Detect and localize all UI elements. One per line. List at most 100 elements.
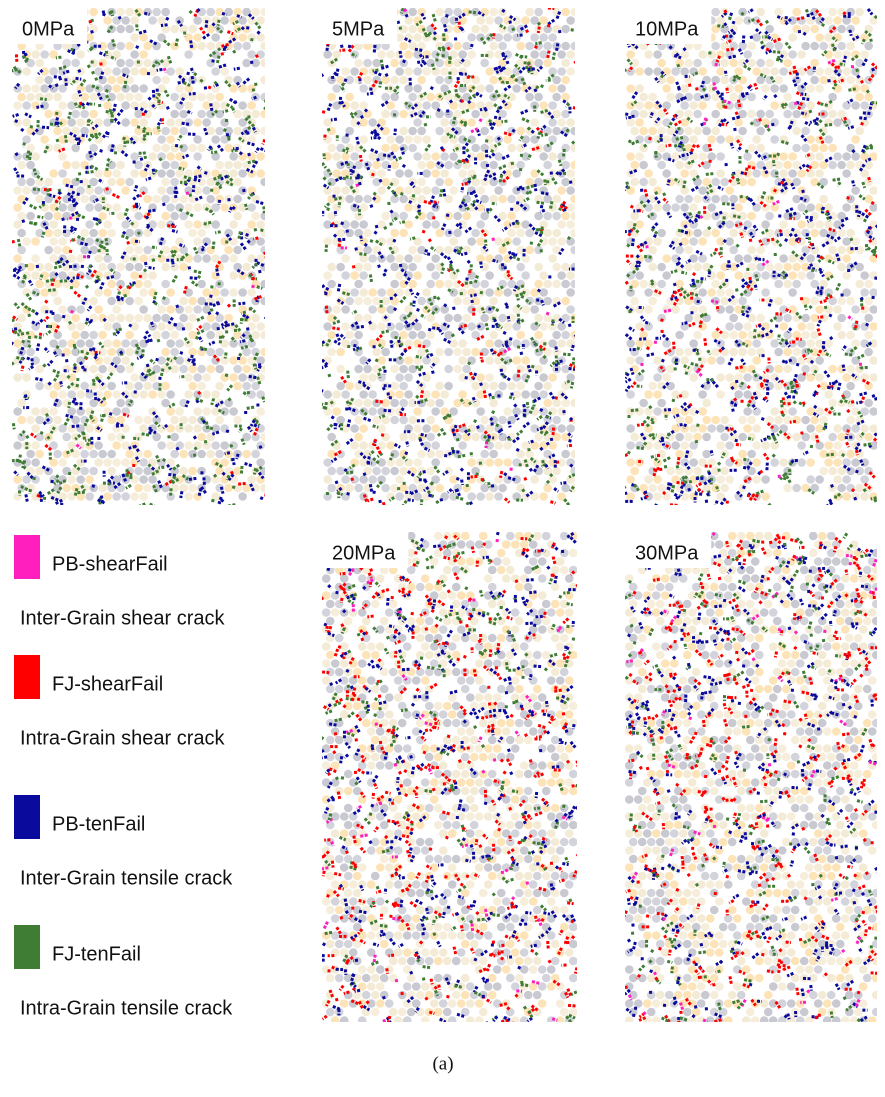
grain <box>756 127 765 136</box>
crack <box>486 323 487 330</box>
crack <box>223 111 228 112</box>
grain <box>534 212 543 221</box>
grain <box>734 254 743 263</box>
crack <box>338 284 340 292</box>
crack <box>465 228 471 232</box>
crack <box>211 500 214 501</box>
grain <box>539 271 548 280</box>
grain <box>828 365 837 374</box>
crack <box>431 247 435 250</box>
grain <box>175 169 184 178</box>
grain <box>197 365 206 374</box>
grain <box>53 93 62 102</box>
crack <box>414 301 415 307</box>
grain <box>626 84 635 93</box>
grain <box>729 314 738 323</box>
grain <box>431 220 440 229</box>
crack <box>40 275 42 280</box>
grain <box>833 322 842 331</box>
crack <box>150 360 154 364</box>
crack <box>7 320 14 323</box>
crack <box>550 474 552 477</box>
grain <box>404 67 413 76</box>
crack <box>238 483 246 484</box>
grain <box>689 237 698 246</box>
grain <box>112 492 121 501</box>
crack <box>448 257 452 264</box>
grain <box>157 441 166 450</box>
grain <box>71 331 80 340</box>
grain <box>489 42 498 51</box>
grain <box>345 178 354 187</box>
grain <box>485 492 494 501</box>
grain <box>417 297 426 306</box>
grain <box>833 475 842 484</box>
crack <box>90 20 91 25</box>
grain <box>399 416 408 425</box>
grain <box>471 229 480 238</box>
grain <box>80 110 89 119</box>
crack <box>329 183 331 186</box>
grain <box>539 288 548 297</box>
grain <box>404 339 413 348</box>
grain <box>855 93 864 102</box>
grain <box>143 416 152 425</box>
grain <box>648 484 657 493</box>
grain <box>260 42 269 51</box>
grain <box>229 407 238 416</box>
grain <box>116 76 125 85</box>
grain <box>639 280 648 289</box>
grain <box>752 475 761 484</box>
crack <box>138 232 141 234</box>
crack <box>23 220 24 223</box>
crack <box>181 491 182 498</box>
crack <box>395 129 396 136</box>
grain <box>476 407 485 416</box>
grain <box>413 186 422 195</box>
grain <box>512 390 521 399</box>
grain <box>422 288 431 297</box>
grain <box>851 152 860 161</box>
grain <box>837 25 846 34</box>
grain <box>729 246 738 255</box>
crack <box>146 225 149 226</box>
grain <box>756 76 765 85</box>
grain <box>377 322 386 331</box>
crack <box>164 40 170 45</box>
grain <box>543 59 552 68</box>
grain <box>824 458 833 467</box>
crack <box>358 176 359 179</box>
crack <box>389 224 392 225</box>
crack <box>400 193 403 194</box>
grain <box>815 305 824 314</box>
grain <box>738 433 747 442</box>
grain <box>359 101 368 110</box>
grain <box>810 314 819 323</box>
grain <box>49 220 58 229</box>
crack <box>14 168 17 173</box>
grain <box>134 212 143 221</box>
crack <box>454 307 455 311</box>
crack <box>222 336 223 339</box>
grain <box>480 450 489 459</box>
grain <box>323 458 332 467</box>
grain <box>130 16 139 25</box>
crack <box>223 473 225 475</box>
grain <box>774 280 783 289</box>
crack <box>227 385 232 390</box>
grain <box>143 246 152 255</box>
crack <box>348 371 349 378</box>
grain <box>507 229 516 238</box>
crack <box>437 54 440 56</box>
grain <box>224 161 233 170</box>
crack <box>421 499 422 505</box>
grain <box>566 186 575 195</box>
grain <box>837 297 846 306</box>
grain <box>747 59 756 68</box>
crack <box>332 458 337 461</box>
grain <box>557 67 566 76</box>
grain <box>698 237 707 246</box>
grain <box>702 450 711 459</box>
grain <box>125 263 134 272</box>
grain <box>648 263 657 272</box>
